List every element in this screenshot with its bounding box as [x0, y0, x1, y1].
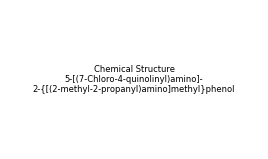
Text: Chemical Structure
5-[(7-Chloro-4-quinolinyl)amino]-
2-{[(2-methyl-2-propanyl)am: Chemical Structure 5-[(7-Chloro-4-quinol… [33, 65, 235, 94]
